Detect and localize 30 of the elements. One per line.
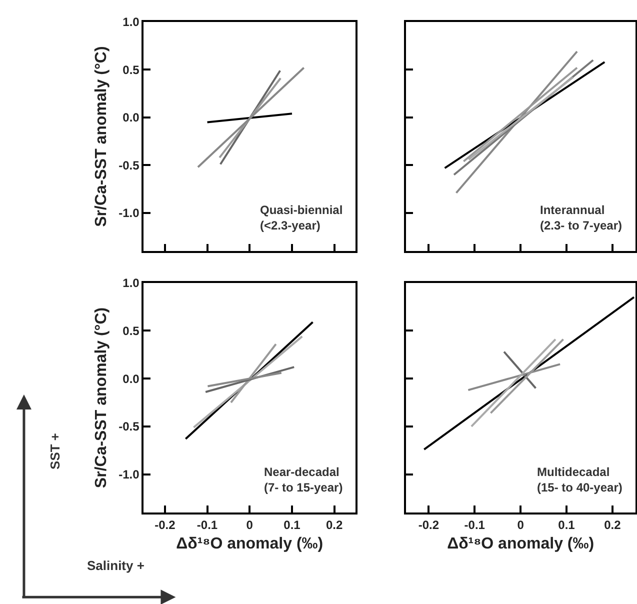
y-axis-title: Sr/Ca-SST anomaly (°C): [93, 307, 110, 488]
y-tick-label: -0.5: [118, 158, 140, 172]
y-tick-label: 1.0: [122, 15, 140, 30]
y-tick-label: -1.0: [118, 206, 140, 220]
y-tick-label: -1.0: [118, 468, 140, 482]
x-tick-label: 0.1: [558, 518, 576, 532]
x-axis-title: Δδ¹⁸O anomaly (‰): [447, 535, 594, 552]
x-tick-label: 0.2: [604, 518, 622, 532]
x-tick-label: -0.2: [154, 518, 176, 532]
y-tick-label: 0.5: [122, 324, 140, 338]
x-tick-label: -0.2: [418, 518, 440, 532]
y-tick-label: 0.5: [122, 62, 140, 77]
annotation: Quasi-biennial (<2.3-year): [260, 203, 343, 233]
y-axis-title: Sr/Ca-SST anomaly (°C): [93, 46, 110, 227]
y-tick-label: 0.0: [122, 110, 140, 125]
text: Salinity +: [87, 558, 145, 573]
x-tick-label: 0: [246, 518, 254, 532]
y-tick-label: 0.0: [122, 372, 140, 386]
x-tick-label: -0.1: [464, 518, 486, 532]
y-tick-label: -0.5: [118, 420, 140, 434]
x-tick-label: 0: [517, 518, 524, 532]
y-tick-label: 1.0: [122, 276, 140, 290]
annotation: Interannual (2.3- to 7-year): [540, 203, 622, 233]
annotation: Multidecadal (15- to 40-year): [537, 465, 622, 495]
x-axis-title: Δδ¹⁸O anomaly (‰): [176, 535, 324, 552]
x-tick-label: -0.1: [196, 518, 218, 532]
text: SST +: [47, 432, 62, 470]
x-tick-label: 0.1: [284, 518, 301, 532]
annotation: Near-decadal (7- to 15-year): [264, 465, 343, 495]
x-tick-label: 0.2: [326, 518, 344, 532]
